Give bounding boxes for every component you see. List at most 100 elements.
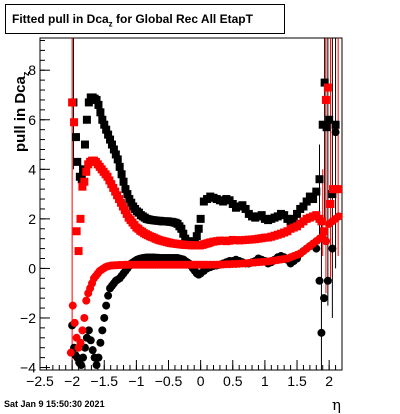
square-marker [121,185,130,194]
circle-marker [86,336,95,345]
circle-marker [317,328,326,337]
title-rest: for Global Rec All EtapT [112,12,253,26]
square-marker [100,120,109,129]
x-tick-label: 1 [261,373,269,389]
square-marker [92,95,101,104]
square-marker [177,224,186,233]
square-marker [80,140,89,149]
x-axis-label: η [332,396,341,414]
square-marker [109,145,118,154]
square-marker [320,227,329,236]
axes: −2.5 −2 −1.5 −1 −0.5 0 0.5 1 1.5 2 −4 −2 0 2 4 6 8 [20,39,343,389]
timestamp: Sat Jan 9 15:50:30 2021 [4,399,105,409]
y-label-sub: z [21,71,31,77]
square-marker [325,115,334,124]
y-tick-label: −2 [20,310,36,326]
circle-marker [102,301,111,310]
circle-marker [66,348,75,357]
title-main: Fitted pull in Dca [12,12,109,26]
square-marker [334,185,343,194]
square-marker [323,83,332,92]
square-marker [196,214,205,223]
square-marker [111,150,120,159]
square-marker [76,214,85,223]
square-marker [71,133,80,142]
square-marker [299,202,308,211]
square-marker [68,98,77,107]
square-marker [82,115,91,124]
square-marker [241,204,250,213]
square-marker [293,209,302,218]
title-sub: z [108,19,113,29]
x-tick-label: 0 [197,373,205,389]
circle-marker [94,353,103,362]
x-tick-label: 2 [325,373,333,389]
y-tick-label: 6 [28,112,36,128]
circle-marker [334,212,343,221]
y-label-main: pull in Dca [12,76,29,152]
circle-marker [84,326,93,335]
square-marker [194,224,203,233]
square-marker [74,247,83,256]
x-tick-label: 0.5 [223,373,243,389]
square-marker [312,187,321,196]
circle-marker [82,296,91,305]
square-marker [315,175,324,184]
x-tick-label: −1.5 [90,373,118,389]
circle-marker [79,353,88,362]
square-marker [94,100,103,109]
circle-marker [328,244,337,253]
y-tick-label: 8 [28,62,36,78]
y-axis-label: pull in Dcaz [12,72,31,152]
y-tick-label: 0 [28,260,36,276]
x-tick-label: −2.5 [26,373,54,389]
square-marker [72,227,81,236]
circle-marker [68,301,77,310]
square-marker [302,197,311,206]
square-marker [70,118,79,127]
circle-marker [70,318,79,327]
square-marker [102,125,111,134]
circle-marker [98,326,107,335]
square-marker [192,232,201,241]
circle-marker [92,361,101,370]
circle-marker [100,313,109,322]
square-marker [322,123,331,132]
square-marker [98,115,107,124]
square-marker [320,78,329,87]
square-marker [179,229,188,238]
circle-marker [323,276,332,285]
plot-frame [39,37,343,371]
square-marker [84,98,93,107]
square-marker [117,170,126,179]
y-tick-label: 4 [28,161,36,177]
x-tick-label: −1 [128,373,144,389]
y-tick-label: −4 [20,360,36,376]
circle-marker [76,338,85,347]
square-marker [106,135,115,144]
square-marker [80,177,89,186]
x-tick-label: −2 [64,373,80,389]
circle-marker [78,326,87,335]
square-marker [96,108,105,117]
square-marker [82,167,91,176]
square-marker [190,237,199,246]
square-marker [115,162,124,171]
square-marker [78,182,87,191]
square-marker [326,200,335,208]
square-marker [317,217,326,226]
x-tick-label: 1.5 [287,373,307,389]
square-marker [309,195,318,204]
circle-marker [331,128,340,137]
square-marker [113,155,122,164]
chart-title: Fitted pull in Dcaz for Global Rec All E… [5,4,285,34]
square-marker [123,190,132,199]
circle-marker [320,294,329,303]
y-tick-label: 2 [28,211,36,227]
square-marker [328,190,337,199]
circle-marker [321,237,330,246]
square-marker [331,120,340,129]
square-marker [107,140,116,149]
data-markers [66,78,343,370]
